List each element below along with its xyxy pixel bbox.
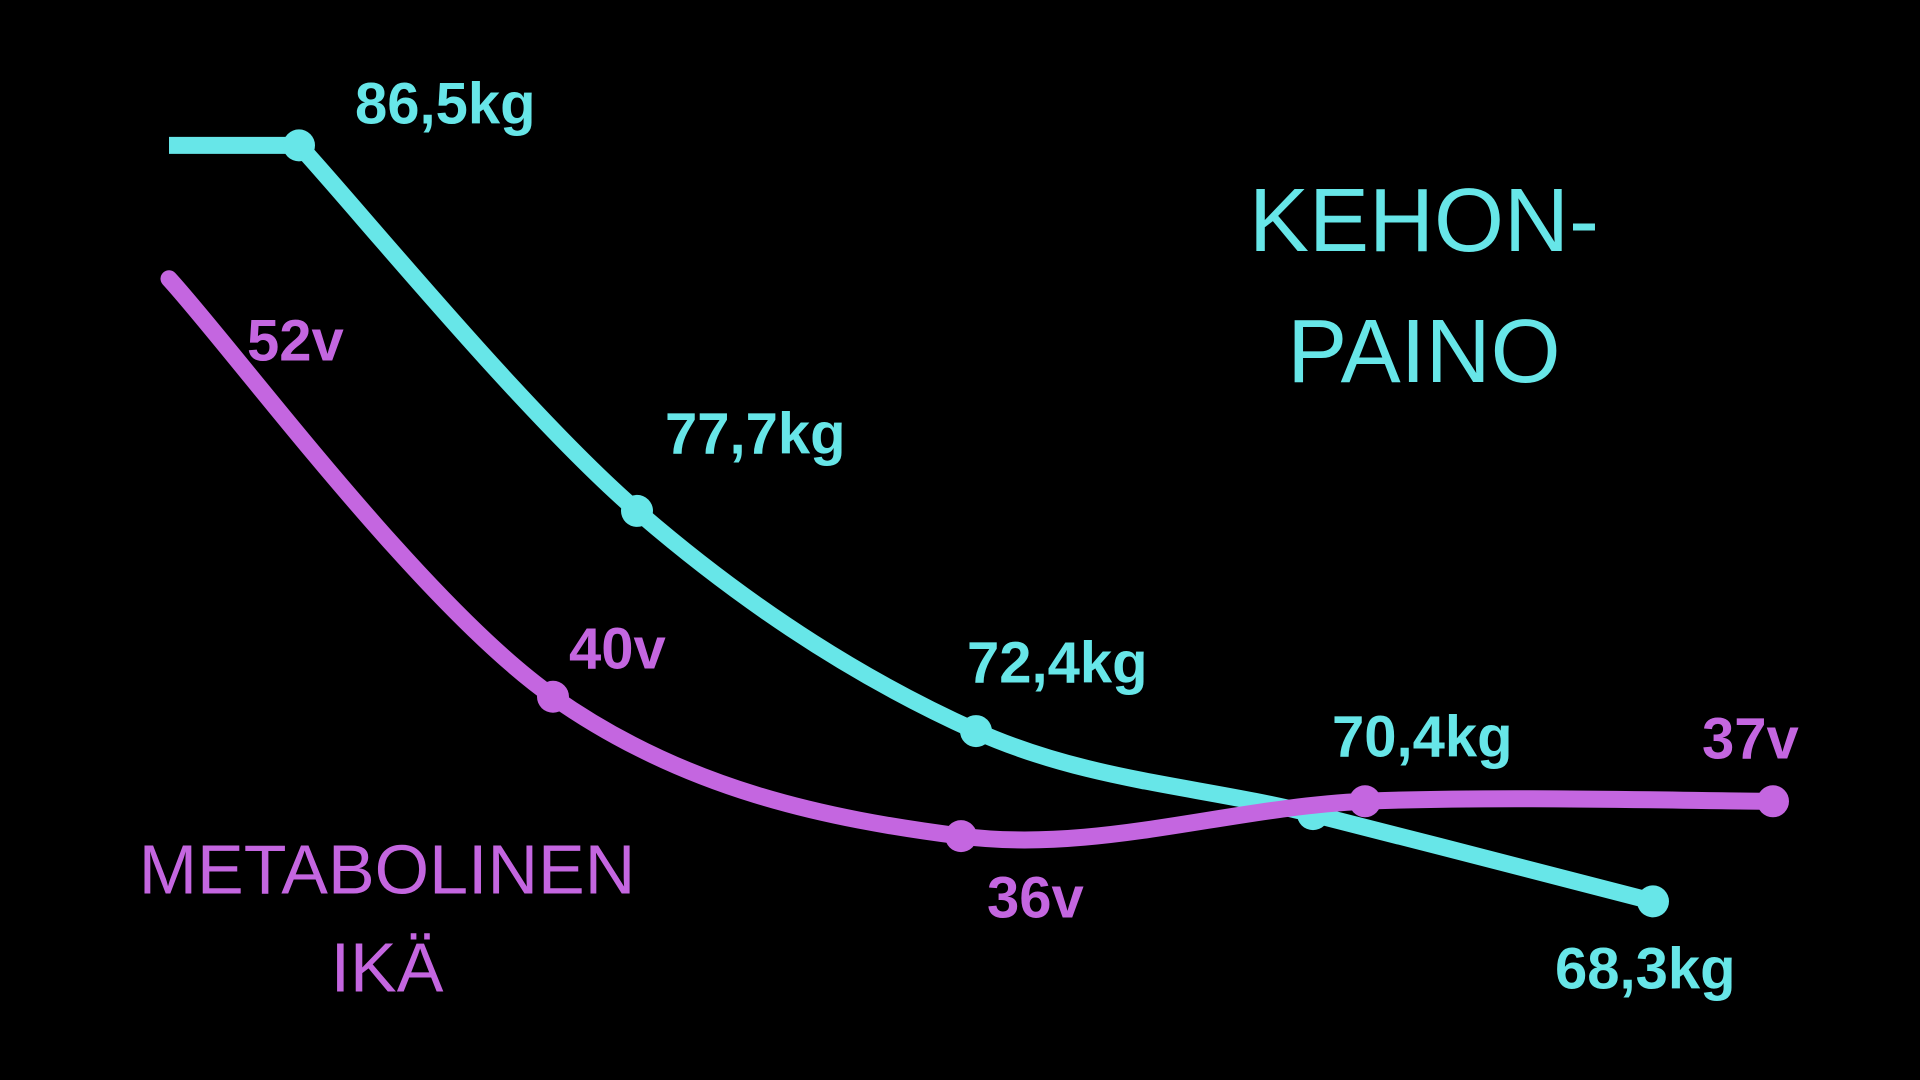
point xyxy=(621,494,653,527)
value-label: 86,5kg xyxy=(355,71,536,136)
value-label: 70,4kg xyxy=(1332,704,1513,769)
series-title: KEHON- xyxy=(1249,171,1599,271)
value-label: 68,3kg xyxy=(1555,936,1736,1001)
series-title: METABOLINEN xyxy=(139,830,636,908)
series-title: IKÄ xyxy=(331,928,444,1006)
series-title: PAINO xyxy=(1287,302,1560,402)
point xyxy=(1349,785,1381,818)
point xyxy=(1757,785,1789,818)
point xyxy=(945,820,977,853)
point xyxy=(283,129,315,162)
value-label: 36v xyxy=(987,865,1084,930)
value-label: 52v xyxy=(247,308,344,373)
series-line xyxy=(290,136,1662,910)
point xyxy=(960,715,992,748)
value-label: 77,7kg xyxy=(665,401,846,466)
value-label: 40v xyxy=(569,616,666,681)
point xyxy=(537,680,569,713)
value-label: 72,4kg xyxy=(967,630,1148,695)
value-label: 37v xyxy=(1702,706,1799,771)
series-line xyxy=(160,270,1782,849)
point xyxy=(1637,885,1669,918)
